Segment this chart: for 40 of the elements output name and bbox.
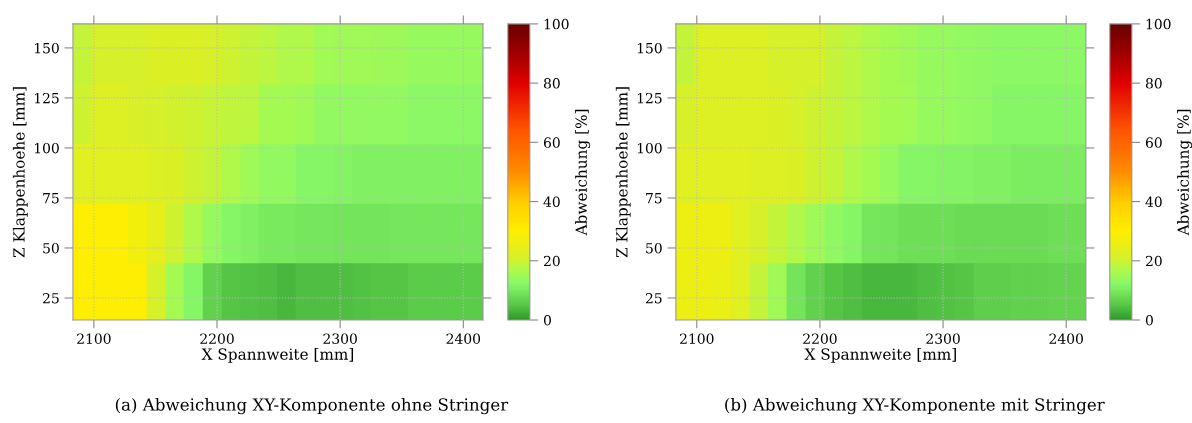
x-tick-label: 2300	[323, 333, 357, 344]
x-axis-title: X Spannweite [mm]	[804, 348, 956, 363]
x-tick-label: 2200	[200, 333, 234, 344]
x-tick-label: 2200	[803, 333, 837, 344]
y-tick-label: 25	[645, 292, 662, 304]
color-bar-label: 40	[543, 196, 560, 208]
y-tick-label: 50	[43, 242, 59, 254]
x-tick-label: 2100	[77, 333, 111, 344]
y-axis-title: Z Klappenhoehe [mm]	[615, 87, 631, 258]
color-bar-label: 60	[1145, 137, 1162, 148]
x-axis-title: X Spannweite [mm]	[201, 348, 354, 363]
y-tick-label: 100	[637, 142, 662, 154]
y-tick-label: 75	[646, 193, 662, 204]
x-tick-label: 2400	[1049, 333, 1083, 344]
y-axis-title: Z Klappenhoehe [mm]	[12, 87, 28, 258]
x-tick-label: 2400	[446, 333, 481, 344]
color-bar-label: 0	[1145, 314, 1153, 326]
y-tick-label: 150	[637, 42, 662, 54]
color-bar-label: 60	[543, 137, 560, 148]
y-tick-label: 150	[34, 42, 59, 54]
y-tick-label: 125	[637, 92, 662, 104]
text: (a) Abweichung XY-Komponente ohne Stringer	[115, 397, 509, 415]
y-tick-label: 75	[43, 193, 59, 204]
y-tick-label: 50	[646, 242, 662, 254]
y-tick-label: 100	[34, 142, 59, 154]
x-tick-label: 2300	[926, 333, 960, 344]
color-bar-label: 80	[543, 78, 560, 89]
color-bar-label: 20	[1145, 255, 1162, 267]
color-bar-label: 20	[543, 255, 560, 267]
color-bar-label: 100	[1146, 18, 1171, 30]
y-tick-label: 25	[43, 292, 59, 304]
color-bar-title: Abweichung [%]	[575, 109, 591, 236]
y-tick-label: 125	[34, 92, 59, 104]
color-bar-label: 100	[544, 18, 569, 30]
color-bar-label: 40	[1145, 196, 1162, 208]
text: (b) Abweichung XY-Komponente mit Stringer	[725, 397, 1105, 415]
color-bar-title: Abweichung [%]	[1177, 109, 1192, 236]
x-tick-label: 2100	[680, 333, 714, 344]
color-bar-label: 0	[543, 314, 551, 326]
color-bar-label: 80	[1145, 78, 1162, 89]
